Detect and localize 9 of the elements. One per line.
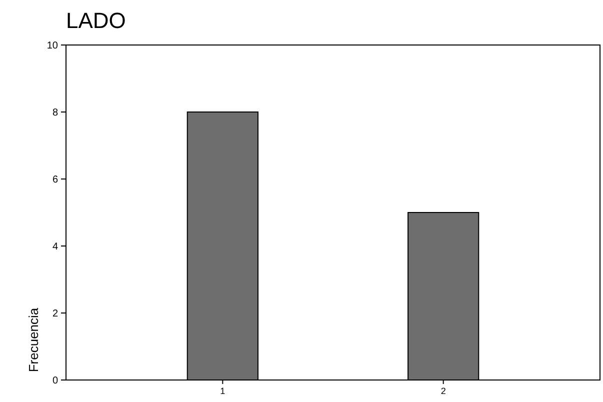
y-tick-label: 4 <box>52 242 58 252</box>
x-tick-label: 1 <box>220 386 226 396</box>
y-tick-label: 8 <box>52 108 58 118</box>
y-tick-label: 2 <box>52 308 58 320</box>
chart-title: LADO <box>66 8 126 33</box>
y-tick-label: 10 <box>46 40 58 52</box>
y-tick-label: 6 <box>52 174 58 186</box>
y-tick-label: 0 <box>52 376 58 386</box>
y-axis-title: Frecuencia <box>26 307 41 372</box>
